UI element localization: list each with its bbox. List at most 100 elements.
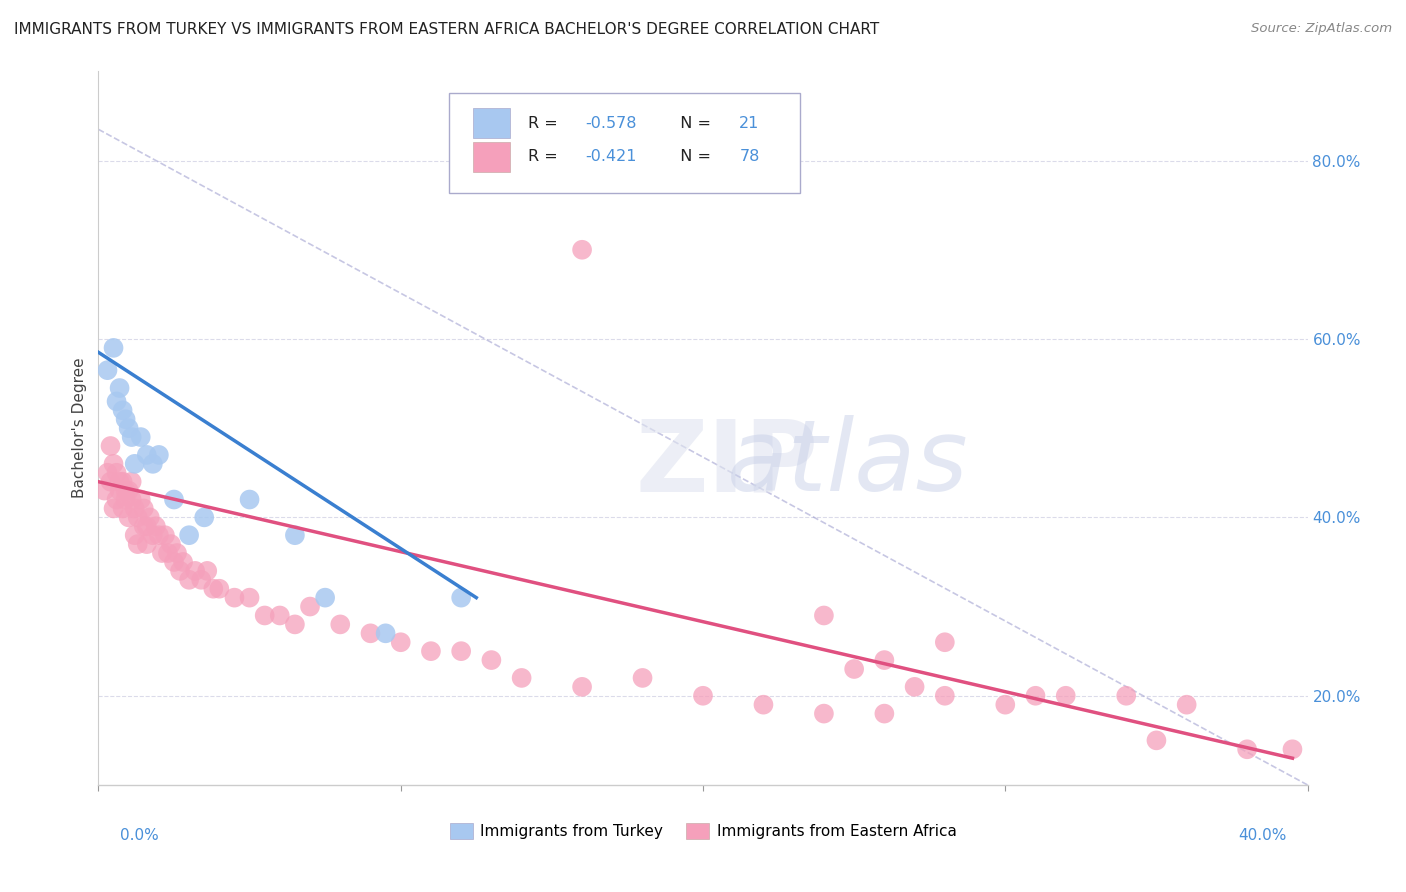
Point	[239, 591, 262, 605]
Y-axis label: Bachelor's Degree: Bachelor's Degree	[72, 358, 87, 499]
Point	[692, 689, 714, 703]
Point	[103, 501, 125, 516]
Text: R =: R =	[527, 116, 562, 131]
Point	[148, 528, 170, 542]
Point	[114, 483, 136, 498]
Point	[124, 528, 146, 542]
Point	[179, 528, 201, 542]
Point	[571, 243, 593, 257]
Point	[934, 689, 956, 703]
Point	[135, 448, 157, 462]
Point	[208, 582, 231, 596]
Point	[253, 608, 276, 623]
Point	[420, 644, 443, 658]
Point	[1175, 698, 1198, 712]
Point	[114, 412, 136, 426]
Point	[153, 528, 176, 542]
Point	[1236, 742, 1258, 756]
Point	[994, 698, 1017, 712]
Text: 78: 78	[740, 150, 759, 164]
Point	[389, 635, 412, 649]
Point	[103, 341, 125, 355]
Point	[239, 492, 262, 507]
Text: ZIP: ZIP	[636, 416, 818, 512]
Point	[118, 421, 141, 435]
Point	[450, 644, 472, 658]
Point	[100, 439, 122, 453]
Point	[111, 403, 134, 417]
Point	[873, 653, 896, 667]
Bar	[474, 142, 509, 172]
Point	[329, 617, 352, 632]
FancyBboxPatch shape	[449, 93, 800, 193]
Point	[111, 501, 134, 516]
Point	[450, 591, 472, 605]
Point	[284, 617, 307, 632]
Text: atlas: atlas	[727, 416, 969, 512]
Point	[190, 573, 212, 587]
Point	[108, 483, 131, 498]
Point	[105, 394, 128, 409]
Point	[129, 430, 152, 444]
Point	[135, 537, 157, 551]
Point	[127, 510, 149, 524]
Point	[163, 555, 186, 569]
Point	[481, 653, 503, 667]
Point	[813, 706, 835, 721]
Point	[873, 706, 896, 721]
Text: N =: N =	[671, 150, 717, 164]
Text: 0.0%: 0.0%	[120, 828, 159, 843]
Point	[202, 582, 225, 596]
Point	[96, 363, 118, 377]
Point	[108, 475, 131, 489]
Text: Source: ZipAtlas.com: Source: ZipAtlas.com	[1251, 22, 1392, 36]
Point	[124, 501, 146, 516]
Point	[1054, 689, 1077, 703]
Point	[1144, 733, 1167, 747]
Point	[118, 483, 141, 498]
Legend: Immigrants from Turkey, Immigrants from Eastern Africa: Immigrants from Turkey, Immigrants from …	[443, 817, 963, 845]
Point	[148, 448, 170, 462]
Point	[132, 501, 155, 516]
Point	[813, 608, 835, 623]
Point	[108, 381, 131, 395]
Point	[193, 510, 215, 524]
Point	[142, 457, 165, 471]
Point	[1281, 742, 1303, 756]
Point	[184, 564, 207, 578]
Point	[1024, 689, 1046, 703]
Point	[314, 591, 336, 605]
Point	[103, 457, 125, 471]
Point	[142, 528, 165, 542]
Text: R =: R =	[527, 150, 562, 164]
Point	[752, 698, 775, 712]
Point	[166, 546, 188, 560]
Point	[571, 680, 593, 694]
Text: IMMIGRANTS FROM TURKEY VS IMMIGRANTS FROM EASTERN AFRICA BACHELOR'S DEGREE CORRE: IMMIGRANTS FROM TURKEY VS IMMIGRANTS FRO…	[14, 22, 879, 37]
Point	[105, 492, 128, 507]
Point	[299, 599, 322, 614]
Text: 21: 21	[740, 116, 759, 131]
Point	[224, 591, 246, 605]
Point	[105, 466, 128, 480]
Point	[179, 573, 201, 587]
Point	[360, 626, 382, 640]
Point	[172, 555, 194, 569]
Point	[96, 466, 118, 480]
Point	[374, 626, 396, 640]
Point	[150, 546, 173, 560]
Point	[1115, 689, 1137, 703]
Point	[844, 662, 866, 676]
Point	[121, 430, 143, 444]
Point	[121, 492, 143, 507]
Point	[510, 671, 533, 685]
Point	[127, 537, 149, 551]
Point	[160, 537, 183, 551]
Point	[114, 492, 136, 507]
Text: 40.0%: 40.0%	[1239, 828, 1286, 843]
Text: N =: N =	[671, 116, 717, 131]
Point	[195, 564, 218, 578]
Point	[631, 671, 654, 685]
Point	[118, 510, 141, 524]
Point	[284, 528, 307, 542]
